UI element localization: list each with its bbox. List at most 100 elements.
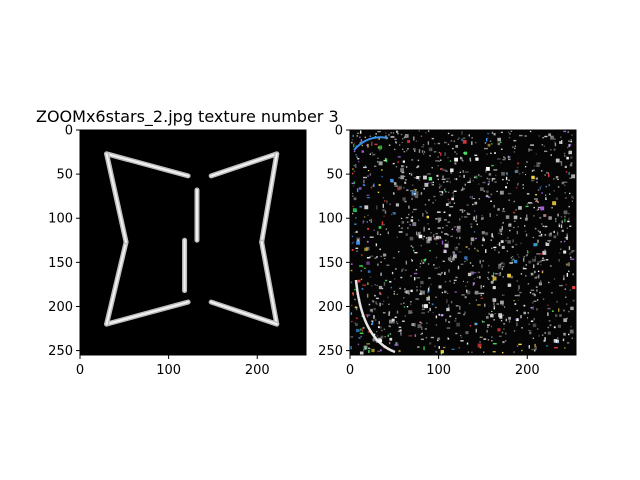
noise-speck [435, 160, 439, 162]
noise-speck [437, 337, 439, 340]
noise-speck [568, 262, 570, 267]
noise-speck [378, 137, 380, 140]
right-y-tick-label: 50 [326, 168, 343, 183]
noise-speck [544, 331, 546, 334]
noise-speck [536, 253, 541, 255]
noise-speck [366, 144, 368, 146]
noise-speck [362, 220, 364, 224]
noise-speck [561, 229, 564, 232]
noise-speck [394, 316, 397, 318]
noise-speck [447, 221, 450, 223]
noise-speck [553, 230, 555, 234]
noise-speck [363, 179, 365, 184]
noise-speck [455, 237, 458, 239]
noise-speck [361, 328, 363, 331]
noise-speck [439, 194, 444, 196]
noise-speck [393, 293, 396, 295]
left-x-tick-label: 0 [76, 363, 84, 378]
noise-speck [475, 299, 477, 301]
noise-speck [421, 146, 424, 148]
noise-speck [563, 152, 566, 155]
noise-speck [356, 240, 360, 245]
noise-speck [443, 181, 445, 183]
noise-speck [390, 136, 395, 138]
noise-speck [517, 299, 520, 301]
noise-speck [493, 204, 495, 208]
noise-speck [427, 263, 430, 265]
noise-speck [491, 131, 494, 135]
noise-speck [426, 296, 431, 301]
noise-speck [540, 233, 543, 236]
texture-arc [353, 136, 389, 151]
noise-speck [512, 258, 515, 261]
noise-speck [394, 141, 397, 143]
noise-speck [491, 336, 493, 338]
noise-speck [429, 178, 432, 181]
noise-speck [435, 150, 437, 153]
noise-speck [413, 148, 416, 150]
noise-speck [482, 236, 484, 240]
noise-speck [523, 304, 526, 307]
noise-speck [551, 292, 553, 294]
noise-speck [518, 256, 520, 258]
noise-speck [443, 249, 447, 253]
noise-speck [450, 235, 453, 238]
noise-speck [398, 225, 400, 227]
noise-speck [435, 236, 437, 241]
noise-speck [355, 317, 358, 320]
noise-speck [544, 135, 548, 138]
noise-speck [534, 227, 537, 230]
noise-speck [566, 342, 570, 344]
noise-speck [498, 273, 502, 276]
noise-speck [403, 136, 406, 139]
noise-speck [508, 320, 511, 323]
noise-speck [452, 254, 457, 259]
noise-speck [488, 264, 490, 267]
noise-speck [534, 350, 536, 352]
noise-speck [548, 320, 551, 322]
noise-speck [480, 284, 482, 289]
noise-speck [497, 243, 499, 246]
noise-speck [562, 338, 565, 342]
chart-title: ZOOMx6stars_2.jpg texture number 3 [36, 107, 339, 127]
noise-speck [382, 208, 385, 212]
noise-speck [354, 223, 357, 225]
noise-speck [385, 132, 387, 134]
noise-speck [542, 136, 544, 139]
noise-speck [436, 211, 441, 213]
noise-speck [402, 160, 406, 163]
noise-speck [449, 180, 451, 184]
noise-speck [442, 260, 445, 262]
noise-speck [351, 242, 354, 245]
noise-speck [572, 197, 574, 199]
noise-speck [559, 161, 563, 163]
noise-speck [510, 257, 512, 259]
noise-speck [568, 192, 571, 195]
noise-speck [566, 317, 568, 320]
noise-speck [535, 153, 537, 155]
noise-speck [350, 281, 353, 284]
noise-speck [533, 243, 537, 247]
noise-speck [465, 331, 469, 335]
noise-speck [402, 197, 406, 201]
noise-speck [570, 251, 573, 254]
noise-speck [379, 302, 381, 307]
noise-speck [435, 324, 438, 326]
noise-speck [461, 186, 464, 189]
noise-speck [481, 216, 484, 220]
noise-speck [350, 304, 353, 307]
noise-speck [537, 230, 540, 232]
noise-speck [455, 145, 459, 148]
noise-speck [404, 269, 408, 271]
noise-speck [528, 329, 532, 332]
noise-speck [467, 272, 472, 277]
noise-speck [571, 200, 573, 202]
noise-speck [442, 169, 447, 171]
noise-speck [359, 142, 361, 144]
noise-speck [436, 243, 438, 245]
noise-speck [517, 162, 520, 165]
noise-speck [503, 156, 505, 158]
noise-speck [371, 321, 374, 325]
noise-speck [441, 291, 444, 294]
noise-speck [494, 152, 496, 155]
